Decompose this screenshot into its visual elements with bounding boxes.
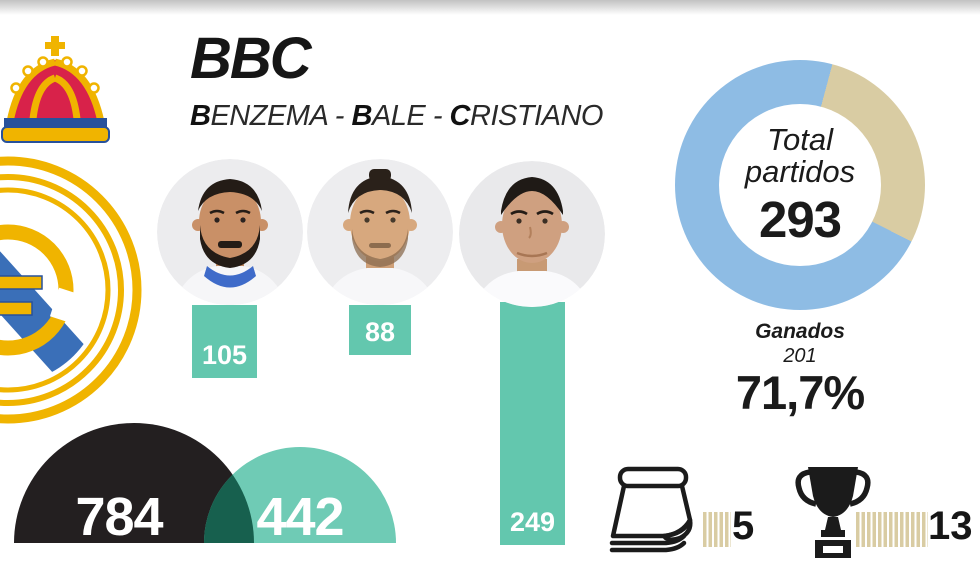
bale-goals-value: 88 bbox=[364, 317, 396, 347]
real-madrid-crest bbox=[0, 0, 158, 430]
notepad-icon bbox=[606, 464, 702, 567]
semicircles-chart bbox=[14, 423, 396, 543]
bale-goals-bar: 88 bbox=[349, 305, 411, 355]
notepad-tally bbox=[703, 512, 731, 547]
subtitle-initial: C bbox=[449, 100, 471, 132]
cristiano-photo bbox=[459, 161, 605, 307]
benzema-goals-value: 105 bbox=[201, 340, 248, 370]
cristiano-goals-bar: 249 bbox=[500, 302, 565, 545]
trophy-tally bbox=[856, 512, 928, 547]
won-label: Ganados bbox=[755, 320, 845, 343]
won-percentage: 71,7% bbox=[735, 366, 865, 420]
donut-label-line1: Total bbox=[766, 121, 834, 157]
subtitle-initial: B bbox=[351, 100, 373, 132]
trophy-icon bbox=[795, 462, 871, 565]
donut-center-labels: Total partidos 293 bbox=[675, 60, 925, 310]
cristiano-goals-value: 249 bbox=[509, 507, 556, 537]
total-matches-donut bbox=[675, 60, 925, 310]
won-count: 201 bbox=[783, 345, 817, 368]
benzema-photo bbox=[157, 159, 303, 305]
crown bbox=[1, 36, 110, 143]
top-fade bbox=[0, 0, 980, 15]
bale-photo bbox=[307, 159, 453, 305]
black-semicircle-value: 784 bbox=[75, 487, 163, 547]
donut-label-line2: partidos bbox=[744, 154, 856, 190]
page-title: BBC bbox=[190, 26, 312, 91]
trophy-count: 13 bbox=[928, 504, 973, 548]
benzema-goals-bar: 105 bbox=[192, 305, 257, 378]
total-matches-value: 293 bbox=[758, 190, 842, 248]
subtitle: BENZEMA - BALE - CRISTIANO bbox=[190, 100, 603, 132]
teal-semicircle-value: 442 bbox=[256, 487, 344, 547]
won-matches-block: Ganados 201 71,7% bbox=[675, 320, 925, 417]
notepad-count: 5 bbox=[732, 504, 755, 548]
subtitle-initial: B bbox=[190, 100, 211, 132]
